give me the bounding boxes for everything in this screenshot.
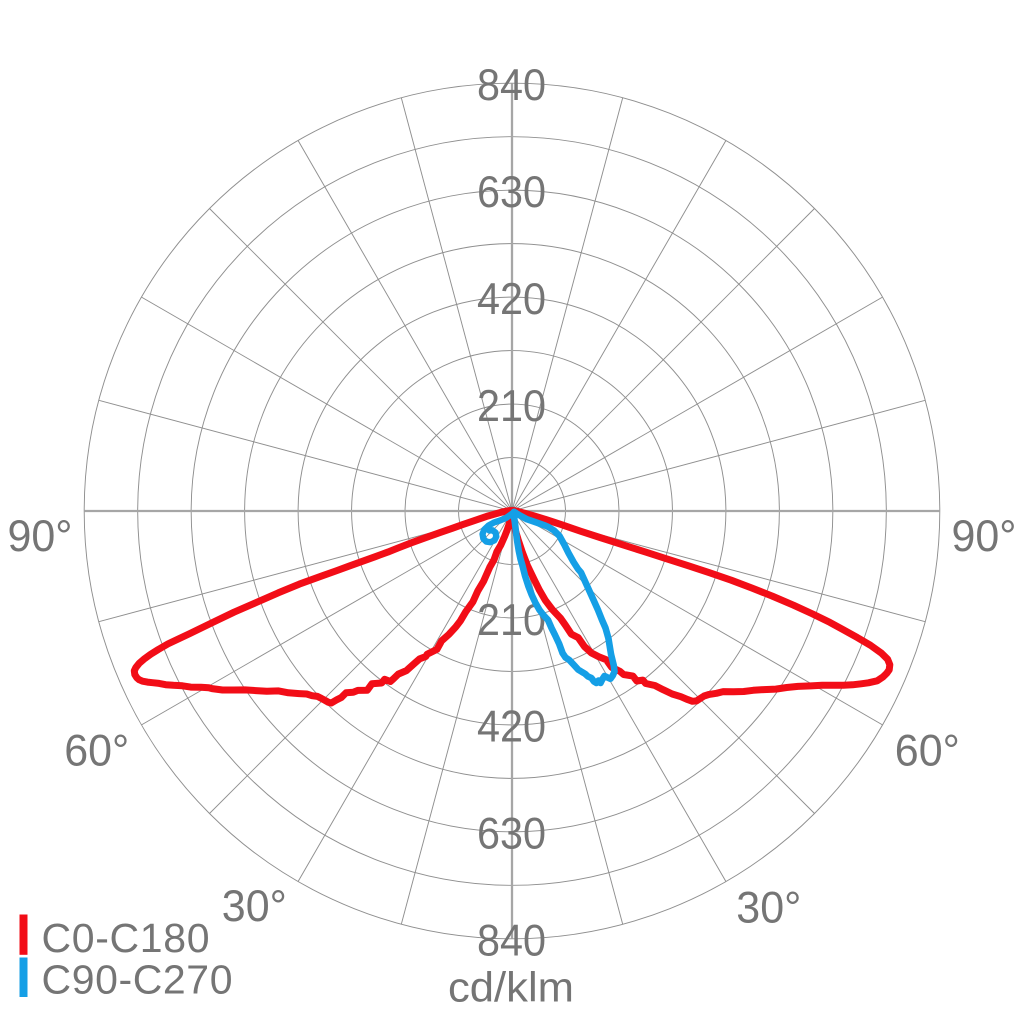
- svg-text:30°: 30°: [736, 884, 801, 933]
- svg-text:420: 420: [477, 703, 546, 752]
- svg-text:cd/klm: cd/klm: [448, 964, 574, 1011]
- svg-text:90°: 90°: [8, 512, 73, 561]
- svg-text:60°: 60°: [64, 727, 129, 776]
- svg-text:420: 420: [477, 275, 546, 324]
- svg-text:840: 840: [477, 917, 546, 966]
- svg-text:840: 840: [477, 61, 546, 110]
- svg-text:30°: 30°: [222, 882, 287, 931]
- svg-text:630: 630: [477, 168, 546, 217]
- svg-text:630: 630: [477, 810, 546, 859]
- svg-text:C90-C270: C90-C270: [42, 957, 233, 1003]
- svg-text:C0-C180: C0-C180: [42, 915, 210, 961]
- svg-text:90°: 90°: [952, 512, 1017, 561]
- svg-text:210: 210: [477, 382, 546, 431]
- svg-text:60°: 60°: [895, 727, 960, 776]
